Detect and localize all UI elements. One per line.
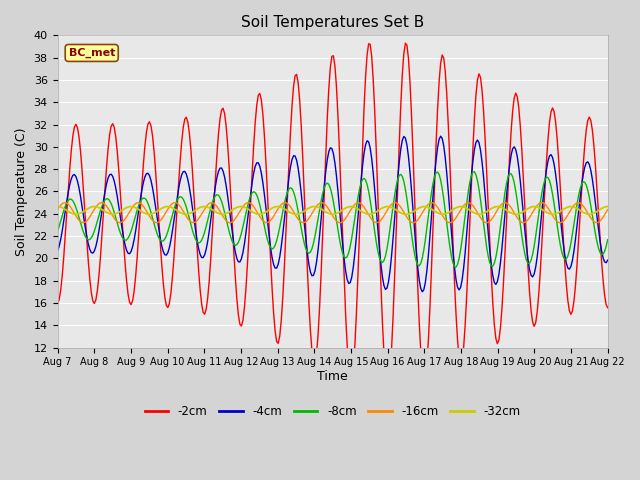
Title: Soil Temperatures Set B: Soil Temperatures Set B [241,15,424,30]
Text: BC_met: BC_met [68,48,115,58]
X-axis label: Time: Time [317,370,348,383]
Legend: -2cm, -4cm, -8cm, -16cm, -32cm: -2cm, -4cm, -8cm, -16cm, -32cm [140,400,525,423]
Y-axis label: Soil Temperature (C): Soil Temperature (C) [15,127,28,256]
